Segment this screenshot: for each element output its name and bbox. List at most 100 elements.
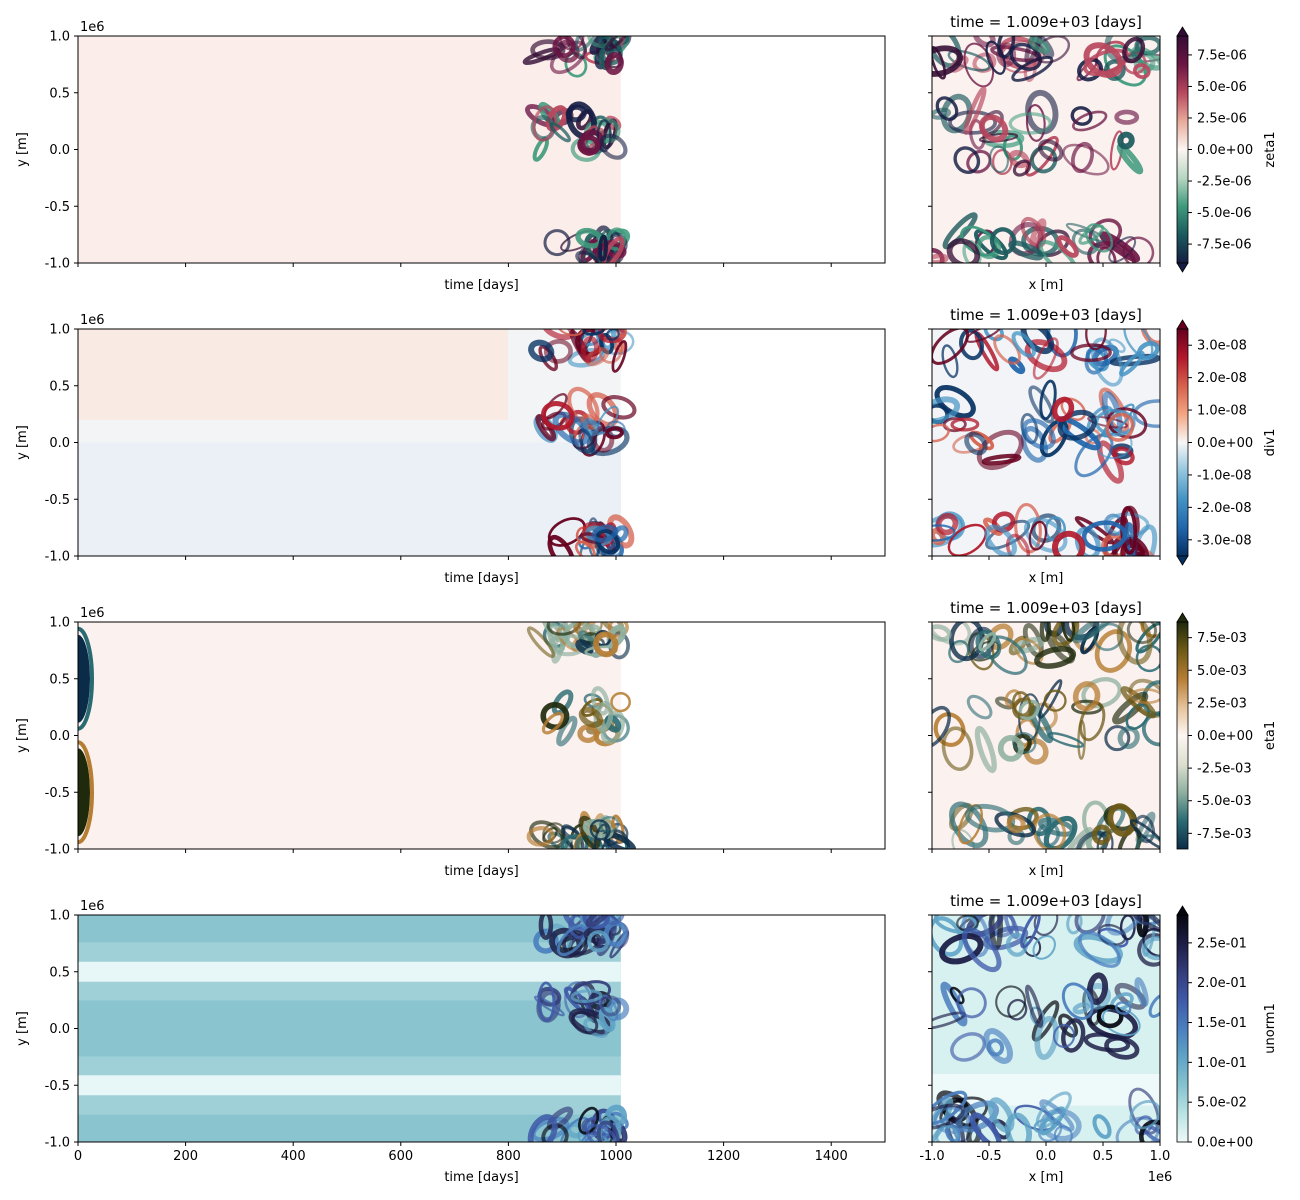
field-blob	[582, 329, 605, 336]
field-blob	[963, 86, 987, 135]
field-blob	[1028, 385, 1055, 424]
field-blob	[1114, 109, 1140, 125]
colorbar-tick-label: -1.0e-08	[1197, 468, 1252, 483]
field-blob	[964, 431, 988, 456]
field-blob	[1066, 915, 1083, 935]
field-blob	[1104, 36, 1143, 63]
field-blob	[1083, 42, 1124, 78]
field-blob	[932, 624, 952, 642]
field-blob	[587, 930, 610, 953]
field-blob	[997, 36, 1016, 59]
field-blob	[1037, 817, 1076, 837]
field-blob	[1085, 329, 1107, 351]
field-blob	[1112, 446, 1135, 466]
x-axis-label: time [days]	[444, 864, 518, 879]
field-blob	[1034, 646, 1077, 669]
x-tick-label: 1200	[707, 1149, 740, 1164]
field-blob	[533, 995, 565, 1017]
field-blob	[600, 710, 626, 745]
colorbar-label: zeta1	[1263, 131, 1278, 167]
field-blob	[578, 815, 601, 849]
field-blob	[1020, 915, 1041, 949]
field-blob	[1004, 1112, 1033, 1142]
colorbar-tick-label: 0.0e+00	[1197, 143, 1253, 158]
y-tick-label: -1.0	[45, 843, 70, 858]
field-blob	[983, 1028, 1014, 1064]
colorbar-tick-label: 1.0e-01	[1197, 1056, 1247, 1071]
field-blob	[527, 1114, 558, 1142]
snapshot-title: time = 1.009e+03 [days]	[950, 13, 1142, 31]
field-blob	[1011, 55, 1054, 82]
y-tick-label: -0.5	[45, 493, 70, 508]
x-axis-label: time [days]	[444, 278, 518, 293]
field-blob	[1122, 36, 1146, 64]
field-blob	[1070, 106, 1093, 126]
field-blob	[540, 701, 570, 731]
field-blob	[1028, 520, 1048, 551]
field-blob	[1112, 691, 1149, 725]
y-tick-label: 1.0	[49, 323, 70, 338]
y-tick-label: -1.0	[45, 550, 70, 565]
field-blob	[1013, 637, 1044, 665]
field-blob	[934, 384, 976, 419]
x-tick-label: 0	[74, 1149, 82, 1164]
field-blob	[942, 212, 978, 250]
colorbar-tick-label: 2.5e-03	[1197, 696, 1247, 711]
field-blob	[964, 803, 1016, 833]
colorbar-tick-label: 7.5e-03	[1197, 631, 1247, 646]
field-blob	[574, 36, 602, 52]
field-blob	[577, 134, 601, 156]
field-blob	[601, 236, 625, 263]
field-blob	[1043, 689, 1067, 712]
field-blob	[1032, 337, 1059, 380]
colorbar-extend-max	[1176, 319, 1189, 330]
field-blob	[578, 706, 604, 728]
field-blob	[591, 524, 618, 543]
snapshot-panel-unorm1: time = 1.009e+03 [days] -1.0 -0.5 0.0 0.5 1.0…	[919, 892, 1172, 1185]
field-blob	[1051, 396, 1075, 423]
field-blob	[1132, 63, 1151, 80]
initial-anomaly	[78, 740, 94, 845]
y-tick-label: -0.5	[45, 200, 70, 215]
x-axis-label: time [days]	[444, 571, 518, 586]
colorbar-tick-label: 5.0e-06	[1197, 80, 1247, 95]
field-blob	[963, 42, 995, 88]
colorbar-tick-label: -5.0e-03	[1197, 794, 1252, 809]
field-blob	[1012, 159, 1032, 177]
field-blob	[932, 1103, 965, 1130]
field-blob	[1061, 622, 1076, 642]
colorbar-body	[1176, 621, 1189, 850]
colorbar-tick-label: 2.0e-08	[1197, 371, 1247, 386]
colorbar-tick-label: 0.0e+00	[1197, 1136, 1253, 1151]
field-blob	[934, 1125, 959, 1142]
snapshot-x-tick-label: -1.0	[919, 1149, 944, 1164]
field-blob	[1120, 538, 1141, 556]
field-blob	[932, 45, 964, 77]
hovmoller-data-region	[78, 622, 621, 849]
field-blob	[939, 932, 984, 965]
field-blob	[1081, 677, 1122, 709]
y-tick-label: 0.0	[49, 1022, 70, 1037]
jet-band	[78, 961, 621, 982]
field-blob	[989, 227, 1017, 255]
jet-band	[78, 1000, 621, 1057]
field-blob	[611, 340, 628, 373]
x-tick-label: 800	[496, 1149, 521, 1164]
field-blob	[932, 514, 963, 548]
field-blob	[1028, 36, 1051, 55]
field-blob	[1129, 1100, 1160, 1130]
field-blob	[978, 632, 997, 652]
field-blob	[1105, 412, 1135, 442]
colorbar-tick-label: -2.5e-06	[1197, 175, 1252, 190]
field-blob	[604, 51, 624, 76]
colorbar-tick-label: 5.0e-03	[1197, 664, 1247, 679]
field-blob	[571, 1011, 599, 1035]
colorbar-unorm1: 2.5e-01 2.0e-01 1.5e-01 1.0e-01 5.0e-02 0.0e+…	[1176, 905, 1278, 1151]
field-blob	[1072, 622, 1114, 644]
field-blob	[552, 36, 576, 58]
colorbar-body	[1176, 914, 1189, 1143]
field-blob	[1007, 356, 1026, 375]
field-blob	[989, 145, 1009, 174]
field-blob	[1008, 240, 1044, 261]
hovmoller-panel-unorm1: -1.0 -0.5 0.0 0.5 1.0 1e6 y [m] 0 200 400 600 800 10…	[15, 899, 886, 1185]
